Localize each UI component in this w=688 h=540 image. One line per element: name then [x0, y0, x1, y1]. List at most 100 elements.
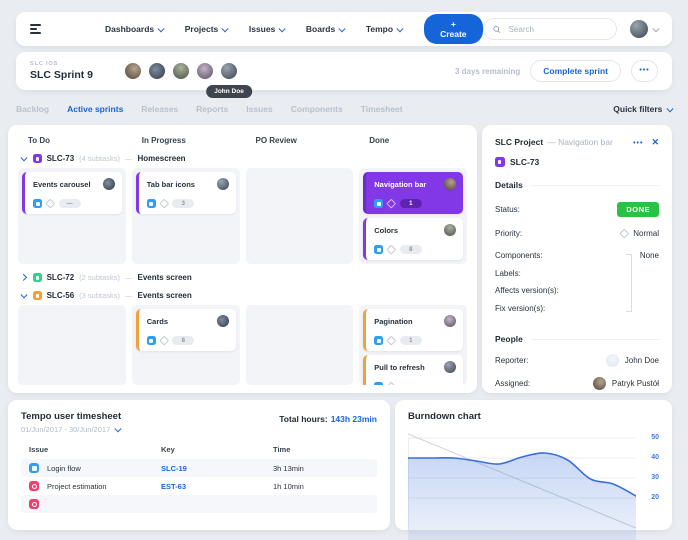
priority-icon	[386, 198, 397, 209]
panel-project-name: SLC Project	[495, 137, 544, 147]
estimate-badge: 1	[399, 199, 422, 208]
sprint-actions: 3 days remaining Complete sprint •••	[455, 60, 658, 82]
avatar[interactable]	[125, 63, 142, 79]
subtask-icon	[33, 199, 42, 208]
priority-icon	[386, 335, 397, 346]
issue-type-icon	[29, 463, 39, 473]
menu-dashboards[interactable]: Dashboards	[105, 24, 165, 34]
priority-icon	[386, 244, 397, 255]
tab-components[interactable]: Components	[290, 104, 343, 114]
issue-type-icon	[495, 157, 505, 167]
more-options-button[interactable]: •••	[631, 60, 658, 82]
estimate-badge: 1	[399, 336, 422, 345]
create-button[interactable]: + Create	[423, 14, 483, 44]
search-input[interactable]	[506, 23, 608, 35]
timesheet-title: Tempo user timesheet	[21, 411, 122, 422]
tab-issues[interactable]: Issues	[246, 104, 273, 114]
reporter-row: Reporter: John Doe	[495, 354, 659, 367]
card-events-carousel[interactable]: Events carousel —	[22, 172, 122, 214]
subtask-icon	[146, 199, 156, 208]
subtask-icon	[146, 336, 156, 345]
avatar	[592, 377, 606, 390]
tab-timesheet[interactable]: Timesheet	[360, 104, 403, 114]
priority-row: Priority: Normal	[495, 228, 659, 239]
priority-icon	[619, 228, 629, 239]
search-box[interactable]	[482, 18, 618, 40]
priority-icon	[159, 198, 169, 209]
tab-reports[interactable]: Reports	[196, 104, 229, 114]
assigned-row: Assigned: Patryk Pustół	[495, 377, 659, 390]
column-header-po-review: PO Review	[255, 136, 297, 145]
quick-filters-dropdown[interactable]: Quick filters	[613, 104, 674, 114]
search-icon	[493, 25, 501, 33]
issue-type-icon	[29, 481, 39, 491]
tab-active-sprints[interactable]: Active sprints	[67, 104, 124, 114]
issue-type-icon	[32, 291, 42, 300]
tab-releases[interactable]: Releases	[141, 104, 179, 114]
menu-issues[interactable]: Issues	[249, 24, 286, 34]
hamburger-menu-icon[interactable]	[30, 24, 41, 34]
complete-sprint-button[interactable]: Complete sprint	[530, 60, 621, 82]
issue-key-link[interactable]: SLC-19	[161, 463, 187, 473]
close-icon[interactable]: ✕	[651, 137, 659, 147]
table-row[interactable]	[21, 495, 377, 513]
swimlane-header-slc-56[interactable]: SLC-56 (3 subtasks) — Events screen	[20, 291, 467, 300]
board-cell: Events carousel —	[18, 168, 126, 264]
chevron-down-icon	[157, 25, 165, 32]
card-navigation-bar[interactable]: Navigation bar 1	[363, 172, 463, 214]
column-header-todo: To Do	[28, 136, 51, 145]
menu-boards[interactable]: Boards	[306, 24, 346, 34]
card-pull-to-refresh[interactable]: Pull to refresh	[363, 355, 463, 385]
subtask-icon	[374, 382, 384, 385]
tempo-timesheet-card: Tempo user timesheet 01/Jun/2017 - 30/Ju…	[8, 400, 390, 530]
tab-backlog[interactable]: Backlog	[16, 104, 50, 114]
avatar	[444, 224, 456, 236]
column-header-done: Done	[369, 136, 390, 145]
avatar	[216, 315, 229, 327]
avatar	[630, 20, 649, 38]
issue-key-link[interactable]: EST-63	[161, 481, 187, 491]
avatar[interactable]	[197, 63, 214, 79]
card-cards[interactable]: Cards 8	[135, 309, 236, 351]
y-axis-labels: 50 40 30 20	[651, 434, 659, 501]
swimlane-header-slc-73[interactable]: SLC-73 (4 subtasks) — Homescreen	[20, 154, 467, 163]
sprint-identity: SLC iOS SLC Sprint 9	[30, 61, 93, 81]
issue-detail-panel: SLC Project — Navigation bar ••• ✕ SLC-7…	[482, 125, 672, 393]
detail-group: Components: Labels: Affects version(s): …	[495, 251, 659, 313]
chevron-down-icon	[338, 25, 346, 32]
priority-icon	[159, 335, 169, 346]
swimlane-header-slc-72[interactable]: SLC-72 (2 subtasks) — Events screen	[20, 273, 467, 282]
menu-tempo[interactable]: Tempo	[366, 24, 404, 34]
estimate-badge: 8	[172, 336, 195, 345]
chart-series	[408, 433, 636, 540]
total-hours: Total hours: 143h 23min	[279, 414, 377, 424]
section-details: Details	[495, 180, 659, 190]
chevron-down-icon	[20, 291, 28, 299]
avatar	[216, 178, 229, 190]
card-colors[interactable]: Colors 8	[363, 218, 463, 260]
timesheet-period-dropdown[interactable]: 01/Jun/2017 - 30/Jun/2017	[21, 425, 122, 434]
avatar[interactable]	[221, 63, 238, 79]
issue-type-icon	[32, 273, 42, 282]
avatar	[444, 361, 456, 373]
avatar[interactable]	[173, 63, 190, 79]
chevron-down-icon	[222, 25, 229, 32]
priority-icon	[45, 198, 55, 209]
user-menu[interactable]	[630, 20, 660, 38]
card-pagination[interactable]: Pagination 1	[363, 309, 463, 351]
board-cell: Cards 8	[131, 305, 240, 385]
panel-issue-title: — Navigation bar	[547, 137, 613, 147]
main-menu: Dashboards Projects Issues Boards Tempo	[105, 24, 404, 34]
board-cell: Pagination 1 Pull to refresh	[359, 305, 467, 385]
chevron-down-icon	[667, 105, 674, 112]
table-row[interactable]: Project estimation EST-63 1h 10min	[21, 477, 377, 495]
table-row[interactable]: Login flow SLC-19 3h 13min	[21, 459, 377, 477]
table-header: Issue Key Time	[29, 444, 291, 454]
burndown-svg	[408, 433, 636, 540]
menu-projects[interactable]: Projects	[185, 24, 229, 34]
chevron-down-icon	[396, 25, 404, 32]
panel-more-button[interactable]: •••	[633, 140, 644, 147]
card-tab-bar-icons[interactable]: Tab bar icons 3	[135, 172, 236, 214]
sprint-header: SLC iOS SLC Sprint 9 John Doe 3 days rem…	[16, 52, 672, 98]
avatar[interactable]	[149, 63, 166, 79]
